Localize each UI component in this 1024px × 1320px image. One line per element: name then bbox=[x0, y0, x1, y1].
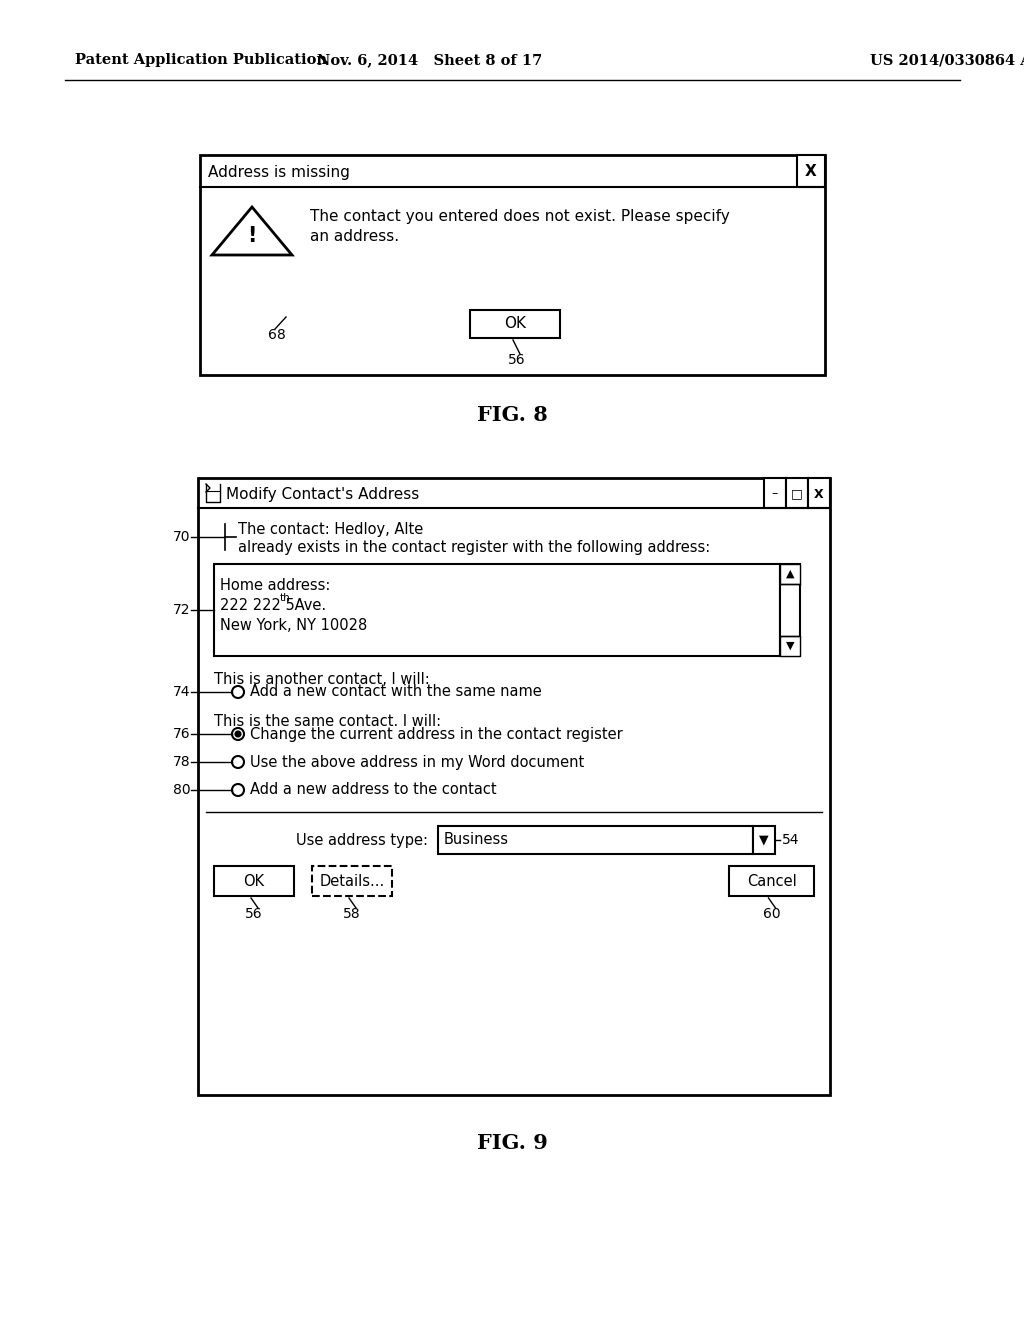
Text: 56: 56 bbox=[245, 907, 263, 921]
Text: FIG. 9: FIG. 9 bbox=[476, 1133, 548, 1152]
Text: Address is missing: Address is missing bbox=[208, 165, 350, 180]
Text: Add a new contact with the same name: Add a new contact with the same name bbox=[250, 685, 542, 700]
Text: X: X bbox=[805, 165, 817, 180]
Text: This is the same contact. I will:: This is the same contact. I will: bbox=[214, 714, 441, 729]
Text: Cancel: Cancel bbox=[746, 874, 797, 888]
Text: Use address type:: Use address type: bbox=[296, 833, 428, 847]
Text: This is another contact, I will:: This is another contact, I will: bbox=[214, 672, 430, 686]
Bar bbox=[470, 310, 560, 338]
Text: 78: 78 bbox=[173, 755, 190, 770]
Bar bbox=[780, 636, 800, 656]
Bar bbox=[808, 478, 830, 508]
Text: The contact you entered does not exist. Please specify: The contact you entered does not exist. … bbox=[310, 209, 730, 224]
Text: Change the current address in the contact register: Change the current address in the contac… bbox=[250, 726, 623, 742]
Text: 72: 72 bbox=[173, 603, 190, 616]
Text: Patent Application Publication: Patent Application Publication bbox=[75, 53, 327, 67]
Text: 80: 80 bbox=[173, 783, 190, 797]
Bar bbox=[214, 564, 780, 656]
Text: 56: 56 bbox=[508, 352, 525, 367]
Text: Business: Business bbox=[444, 833, 509, 847]
Text: ▼: ▼ bbox=[759, 833, 769, 846]
Text: New York, NY 10028: New York, NY 10028 bbox=[220, 618, 368, 634]
Text: X: X bbox=[814, 487, 824, 500]
Text: US 2014/0330864 A1: US 2014/0330864 A1 bbox=[870, 53, 1024, 67]
Circle shape bbox=[236, 731, 241, 737]
Text: Add a new address to the contact: Add a new address to the contact bbox=[250, 783, 497, 797]
Bar bbox=[780, 564, 800, 656]
Text: already exists in the contact register with the following address:: already exists in the contact register w… bbox=[238, 540, 711, 554]
Bar bbox=[729, 866, 814, 896]
Text: □: □ bbox=[792, 487, 803, 500]
Text: Home address:: Home address: bbox=[220, 578, 331, 593]
Text: an address.: an address. bbox=[310, 228, 399, 244]
Text: th: th bbox=[280, 593, 291, 603]
Text: FIG. 8: FIG. 8 bbox=[476, 405, 548, 425]
Bar bbox=[198, 478, 830, 1096]
Text: OK: OK bbox=[244, 874, 264, 888]
Text: ▼: ▼ bbox=[785, 642, 795, 651]
Text: Nov. 6, 2014   Sheet 8 of 17: Nov. 6, 2014 Sheet 8 of 17 bbox=[317, 53, 543, 67]
Text: 76: 76 bbox=[173, 727, 190, 741]
Bar bbox=[797, 154, 825, 187]
Bar bbox=[312, 866, 392, 896]
Text: –: – bbox=[772, 487, 778, 500]
Bar bbox=[780, 564, 800, 583]
Text: OK: OK bbox=[504, 317, 526, 331]
Text: Ave.: Ave. bbox=[290, 598, 326, 612]
Text: !: ! bbox=[248, 226, 257, 246]
Bar bbox=[200, 154, 825, 375]
Bar bbox=[764, 478, 786, 508]
Text: The contact: Hedloy, Alte: The contact: Hedloy, Alte bbox=[238, 521, 423, 537]
Text: Use the above address in my Word document: Use the above address in my Word documen… bbox=[250, 755, 585, 770]
Bar bbox=[753, 826, 775, 854]
Bar bbox=[786, 478, 808, 508]
Text: 70: 70 bbox=[173, 531, 190, 544]
Text: 60: 60 bbox=[763, 907, 780, 921]
Text: ▲: ▲ bbox=[785, 569, 795, 579]
Text: Details...: Details... bbox=[319, 874, 385, 888]
Bar bbox=[214, 866, 294, 896]
Text: 68: 68 bbox=[268, 327, 286, 342]
Text: 58: 58 bbox=[343, 907, 360, 921]
Text: 222 222 5: 222 222 5 bbox=[220, 598, 295, 612]
Text: 54: 54 bbox=[782, 833, 800, 847]
Bar bbox=[438, 826, 753, 854]
Text: Modify Contact's Address: Modify Contact's Address bbox=[226, 487, 419, 503]
Text: 74: 74 bbox=[173, 685, 190, 700]
